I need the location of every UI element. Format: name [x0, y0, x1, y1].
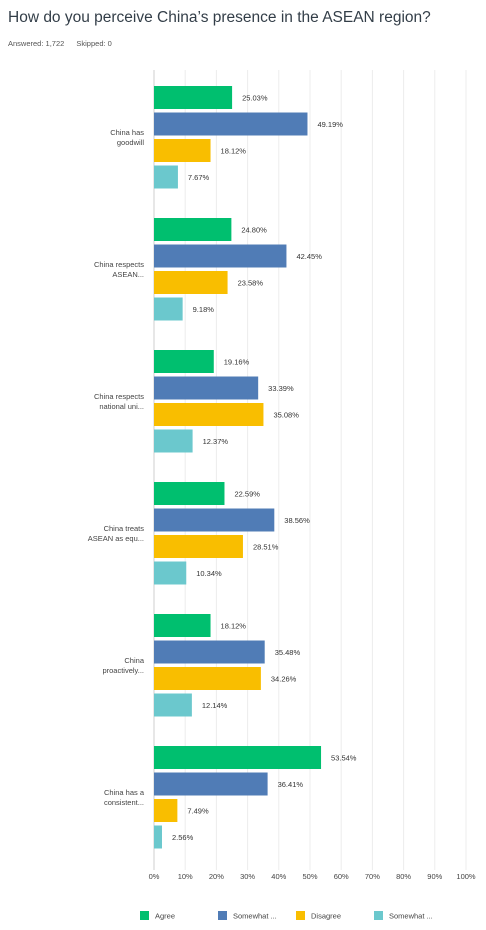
bar[interactable] [154, 561, 187, 585]
bar[interactable] [154, 429, 193, 453]
bar[interactable] [154, 271, 228, 294]
bar[interactable] [154, 112, 308, 136]
bar-value-label: 28.51% [253, 543, 279, 552]
legend-label: Agree [155, 912, 175, 921]
x-tick-label: 50% [302, 872, 317, 881]
x-tick-label: 100% [456, 872, 476, 881]
x-tick-label: 10% [178, 872, 193, 881]
bar[interactable] [154, 218, 232, 241]
legend-item[interactable]: Somewhat ... [374, 911, 433, 921]
bar-value-label: 10.34% [196, 569, 222, 578]
x-tick-label: 0% [149, 872, 160, 881]
bar-value-label: 49.19% [317, 120, 343, 129]
bar[interactable] [154, 403, 264, 426]
category-label: proactively... [102, 666, 144, 675]
legend-item[interactable]: Disagree [296, 911, 341, 921]
bar-value-label: 36.41% [278, 780, 304, 789]
category-label: China respects [94, 260, 144, 269]
bar-value-label: 12.37% [203, 437, 229, 446]
category-label: China [124, 656, 144, 665]
bar-value-label: 19.16% [224, 358, 250, 367]
bar[interactable] [154, 535, 243, 558]
legend-label: Somewhat ... [233, 912, 277, 921]
category-label: ASEAN... [112, 270, 144, 279]
skipped-count: Skipped: 0 [76, 39, 112, 48]
x-tick-label: 30% [240, 872, 255, 881]
bar[interactable] [154, 165, 178, 189]
bar[interactable] [154, 350, 214, 373]
category-label: national uni... [99, 402, 144, 411]
x-tick-label: 20% [209, 872, 224, 881]
x-tick-label: 70% [365, 872, 380, 881]
bar-value-label: 24.80% [241, 226, 267, 235]
bar-value-label: 12.14% [202, 701, 228, 710]
bar-value-label: 25.03% [242, 94, 268, 103]
legend-label: Disagree [311, 912, 341, 921]
legend-swatch [140, 911, 149, 920]
bar[interactable] [154, 86, 233, 109]
bar[interactable] [154, 825, 162, 849]
bar[interactable] [154, 139, 211, 162]
answered-count: Answered: 1,722 [8, 39, 65, 48]
x-tick-label: 80% [396, 872, 411, 881]
bar[interactable] [154, 244, 287, 268]
bar-value-label: 22.59% [234, 490, 260, 499]
gridlines [184, 70, 467, 870]
bar-value-label: 33.39% [268, 384, 294, 393]
bar-value-label: 18.12% [221, 622, 247, 631]
legend-swatch [218, 911, 227, 920]
bar-value-label: 35.08% [273, 411, 299, 420]
category-label: goodwill [117, 138, 144, 147]
bar[interactable] [154, 693, 192, 717]
bar-value-label: 23.58% [238, 279, 264, 288]
category-label: consistent... [104, 798, 144, 807]
x-tick-label: 90% [427, 872, 442, 881]
bar-value-label: 53.54% [331, 754, 357, 763]
bar-value-label: 38.56% [284, 516, 310, 525]
x-tick-label: 60% [334, 872, 349, 881]
category-label: China has a [104, 788, 145, 797]
bar-value-label: 18.12% [221, 147, 247, 156]
bar[interactable] [154, 376, 259, 400]
x-tick-labels: 0% 10% 20% 30% 40% 50% 60% 70% 80% 90% 100% [149, 872, 476, 881]
bar[interactable] [154, 614, 211, 637]
bar-value-label: 34.26% [271, 675, 297, 684]
bar[interactable] [154, 508, 275, 532]
bar[interactable] [154, 640, 265, 664]
category-label: China treats [104, 524, 145, 533]
legend: Agree Somewhat ... Disagree Somewhat ... [140, 911, 433, 921]
bar[interactable] [154, 746, 322, 769]
legend-label: Somewhat ... [389, 912, 433, 921]
question-title: How do you perceive China’s presence in … [8, 9, 431, 26]
bar-value-label: 7.67% [188, 173, 210, 182]
category-label: China has [110, 128, 144, 137]
bar-value-label: 35.48% [275, 648, 301, 657]
legend-item[interactable]: Agree [140, 911, 175, 921]
bar-value-label: 7.49% [187, 807, 209, 816]
bar-value-label: 9.18% [193, 305, 215, 314]
bars-group: 25.03% 49.19% 18.12% 7.67% 24.80% 42.45% 23.58… [154, 86, 357, 849]
bar[interactable] [154, 482, 225, 505]
bar[interactable] [154, 772, 268, 796]
x-tick-label: 40% [271, 872, 286, 881]
legend-item[interactable]: Somewhat ... [218, 911, 277, 921]
category-label: China respects [94, 392, 144, 401]
bar[interactable] [154, 667, 261, 690]
bar[interactable] [154, 297, 183, 321]
legend-swatch [374, 911, 383, 920]
bar-value-label: 2.56% [172, 833, 194, 842]
category-label: ASEAN as equ... [88, 534, 144, 543]
legend-swatch [296, 911, 305, 920]
bar[interactable] [154, 799, 178, 822]
response-summary: Answered: 1,722 Skipped: 0 [8, 39, 122, 48]
bar-value-label: 42.45% [296, 252, 322, 261]
